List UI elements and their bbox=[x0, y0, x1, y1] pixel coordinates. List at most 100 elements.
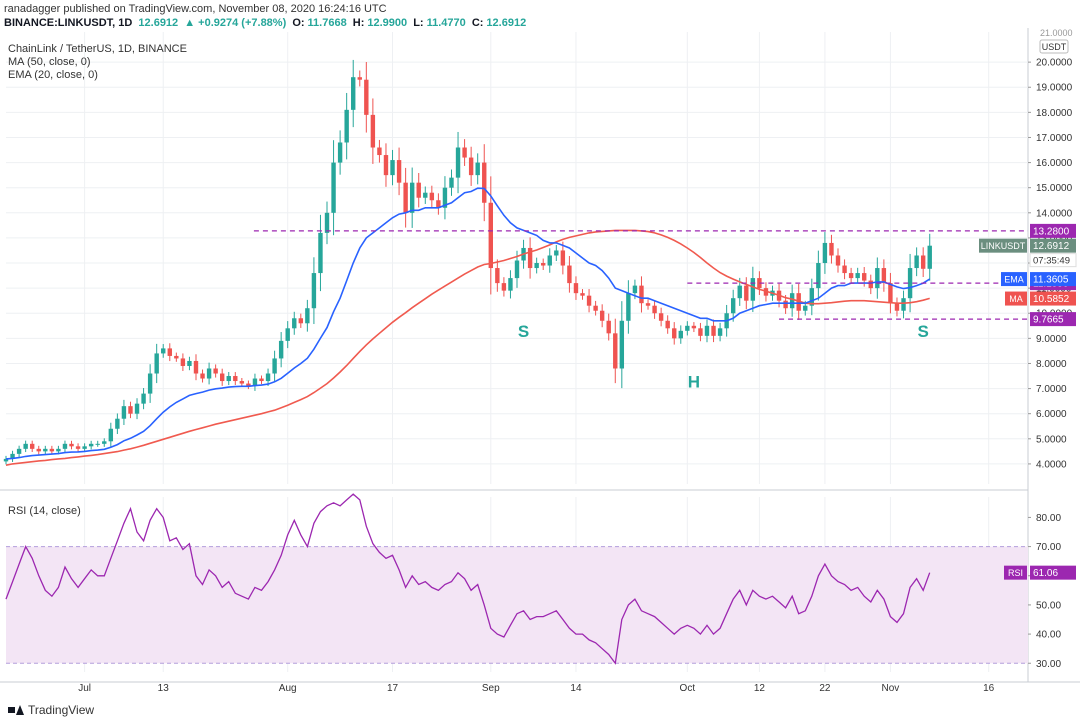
candle-body bbox=[56, 448, 61, 452]
candle-body bbox=[685, 325, 690, 331]
candle bbox=[685, 321, 690, 336]
candle bbox=[888, 272, 893, 314]
candle-body bbox=[455, 147, 461, 178]
candle bbox=[717, 322, 723, 342]
symbol-label: BINANCE:LINKUSDT, 1D bbox=[4, 17, 133, 29]
candle-body bbox=[750, 278, 756, 301]
candle bbox=[36, 445, 41, 455]
candle bbox=[75, 443, 81, 452]
candle bbox=[606, 313, 611, 341]
ema-legend[interactable]: EMA (20, close, 0) bbox=[8, 69, 98, 81]
price-tick-label: 16.0000 bbox=[1036, 158, 1073, 169]
level-13.2800-tag bbox=[1030, 223, 1076, 238]
candle-body bbox=[108, 428, 114, 442]
chart-title[interactable]: ChainLink / TetherUS, 1D, BINANCE bbox=[8, 43, 187, 55]
candle bbox=[206, 362, 212, 385]
ema-name-box bbox=[1001, 272, 1027, 287]
ema20-line bbox=[5, 187, 931, 460]
rsi-name-box bbox=[1004, 565, 1027, 580]
candle-body bbox=[318, 232, 323, 274]
candle-body bbox=[639, 285, 644, 304]
candle bbox=[16, 445, 22, 458]
candle-body bbox=[907, 268, 913, 299]
candle-body bbox=[396, 160, 402, 183]
candle-body bbox=[717, 328, 723, 336]
candle-body bbox=[36, 448, 41, 452]
low-value: 11.4770 bbox=[426, 17, 466, 29]
candle bbox=[455, 131, 461, 194]
candle bbox=[62, 440, 68, 453]
ma50-line bbox=[5, 229, 930, 466]
candle-body bbox=[691, 325, 697, 329]
candle-body bbox=[416, 182, 421, 198]
footer: TradingView bbox=[8, 703, 94, 717]
candle bbox=[894, 297, 900, 317]
countdown-label: 07:35:49 bbox=[1033, 256, 1070, 267]
candle-body bbox=[449, 177, 454, 188]
candle-body bbox=[842, 265, 847, 274]
candle bbox=[298, 313, 304, 328]
price-change: ▲ +0.9274 (+7.88%) bbox=[184, 17, 287, 29]
candle bbox=[324, 201, 330, 245]
candle bbox=[665, 315, 670, 334]
candle bbox=[541, 258, 546, 270]
candle-body bbox=[259, 378, 264, 382]
ma-legend[interactable]: MA (50, close, 0) bbox=[8, 56, 91, 68]
candle bbox=[593, 300, 598, 316]
close-value: 12.6912 bbox=[486, 17, 527, 29]
open-value: 11.7668 bbox=[307, 17, 347, 29]
candle bbox=[482, 144, 487, 222]
candle bbox=[789, 284, 795, 317]
candle-body bbox=[599, 310, 605, 321]
candle bbox=[344, 92, 349, 160]
candle-body bbox=[69, 443, 74, 447]
candle-body bbox=[881, 268, 887, 284]
currency-tag bbox=[1039, 39, 1069, 54]
candle-body bbox=[357, 77, 362, 80]
candle-body bbox=[272, 358, 277, 374]
candle-body bbox=[534, 263, 539, 269]
candle bbox=[351, 59, 356, 128]
candle-body bbox=[862, 273, 867, 281]
candle-body bbox=[370, 114, 376, 148]
candle bbox=[213, 364, 218, 378]
candle-body bbox=[606, 320, 611, 334]
rsi-legend[interactable]: RSI (14, close) bbox=[8, 505, 81, 517]
candle-body bbox=[43, 448, 48, 452]
level-13.2800-tag-value: 13.2800 bbox=[1033, 226, 1070, 237]
candle bbox=[285, 321, 290, 349]
candle bbox=[128, 401, 133, 419]
tradingview-logo-icon bbox=[8, 705, 24, 715]
price-tick-label: 19.0000 bbox=[1036, 83, 1073, 94]
candle-body bbox=[285, 328, 290, 341]
candle-body bbox=[88, 443, 94, 447]
candle bbox=[580, 289, 585, 300]
candle-body bbox=[488, 202, 493, 269]
candle-body bbox=[468, 157, 474, 176]
candle-body bbox=[888, 283, 893, 304]
candle-body bbox=[442, 187, 448, 208]
brand-name[interactable]: TradingView bbox=[28, 703, 95, 717]
price-tick-label: 4.0000 bbox=[1036, 459, 1067, 470]
candle bbox=[357, 70, 362, 87]
price-tick-label: 5.0000 bbox=[1036, 434, 1067, 445]
candle bbox=[278, 332, 284, 368]
candle bbox=[252, 373, 258, 391]
ma-name-box bbox=[1005, 291, 1027, 306]
price-tick-label: 8.0000 bbox=[1036, 359, 1067, 370]
candle bbox=[914, 247, 919, 277]
candle-body bbox=[62, 443, 68, 449]
candle-body bbox=[403, 182, 408, 213]
candle-body bbox=[377, 147, 382, 156]
candle-body bbox=[233, 376, 238, 382]
candle-body bbox=[645, 303, 651, 306]
candle-body bbox=[586, 295, 592, 306]
candle-body bbox=[10, 453, 15, 459]
candle-body bbox=[789, 293, 795, 309]
time-tick-label: 12 bbox=[754, 683, 766, 694]
candle-body bbox=[573, 283, 579, 294]
candle-body bbox=[49, 448, 55, 452]
candle bbox=[586, 289, 592, 313]
candle-body bbox=[82, 446, 87, 449]
